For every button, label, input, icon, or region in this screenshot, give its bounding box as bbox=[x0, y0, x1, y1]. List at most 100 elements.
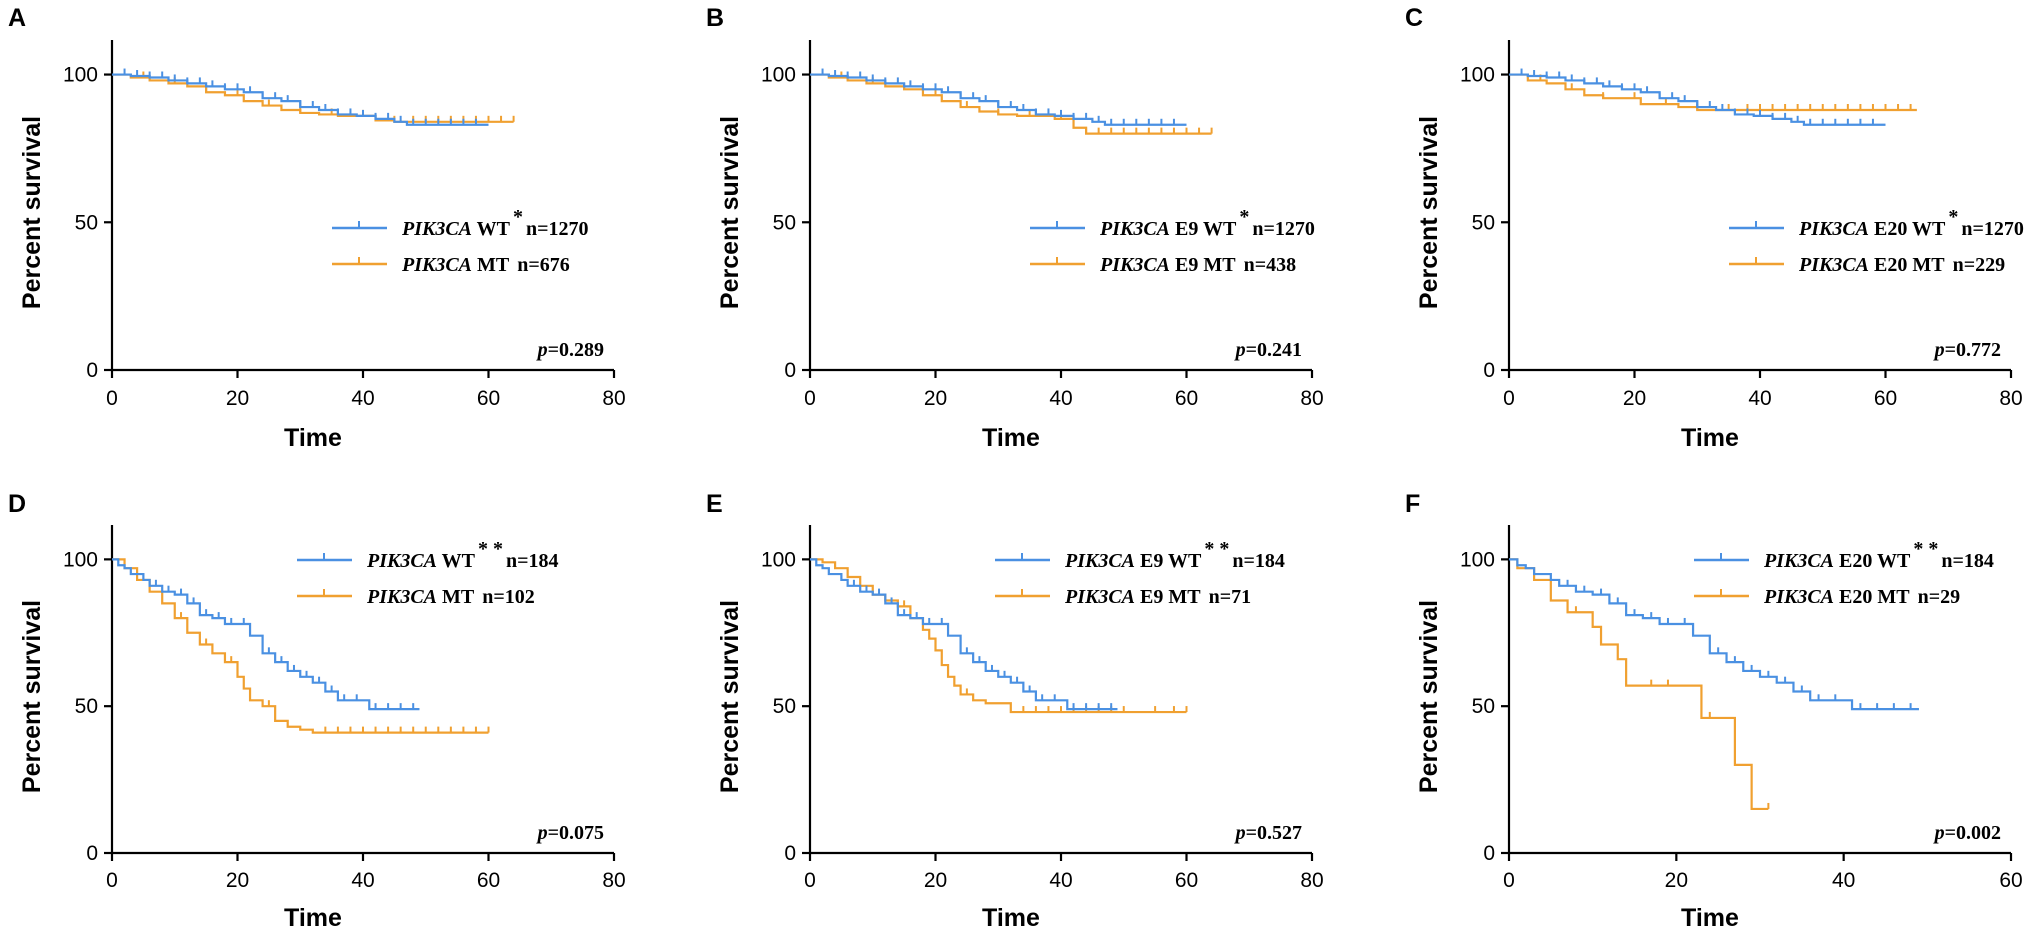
legend-gene: PIK3CA bbox=[1798, 218, 1869, 240]
y-tick-label: 100 bbox=[761, 64, 796, 87]
legend-label-mt: PIK3CA E9 MT n=71 bbox=[1064, 586, 1251, 608]
legend-group: MT bbox=[472, 254, 510, 276]
y-tick-label: 0 bbox=[86, 842, 98, 865]
legend-star: * * bbox=[478, 538, 503, 560]
legend-label-wt: PIK3CA E9 WT*n=1270 bbox=[1099, 206, 1315, 240]
legend-n: n=184 bbox=[1941, 550, 1994, 572]
legend-group: E9 MT bbox=[1135, 586, 1201, 608]
p-value-number: =0.289 bbox=[548, 339, 604, 361]
legend-label-mt: PIK3CA MT n=676 bbox=[401, 254, 570, 276]
x-tick-label: 20 bbox=[924, 869, 947, 892]
survival-curve-mt bbox=[1509, 73, 1917, 112]
x-tick-label: 60 bbox=[1175, 387, 1198, 410]
p-value-symbol: p bbox=[1234, 339, 1246, 361]
x-tick-label: 20 bbox=[1665, 869, 1688, 892]
p-value: p=0.289 bbox=[536, 339, 604, 361]
legend-n: n=1270 bbox=[526, 218, 589, 240]
series-wt bbox=[112, 558, 420, 711]
survival-curve-mt bbox=[810, 73, 1212, 135]
legend-n: n=184 bbox=[506, 550, 559, 572]
x-tick-label: 20 bbox=[924, 387, 947, 410]
legend-group: E20 WT bbox=[1834, 550, 1911, 572]
y-axis-title: Percent survival bbox=[18, 600, 46, 793]
panel-letter: A bbox=[8, 4, 26, 32]
series-mt bbox=[112, 71, 515, 123]
survival-curve-mt bbox=[112, 73, 514, 123]
panel-letter: D bbox=[8, 490, 26, 518]
legend-gene: PIK3CA bbox=[1763, 550, 1834, 572]
p-value-number: =0.527 bbox=[1246, 822, 1302, 844]
panel-E: E 0 50 100 0 20 40 60 80 Time Percent survival PIK3… bbox=[706, 490, 1324, 930]
series-mt bbox=[810, 558, 1188, 714]
legend-group: WT bbox=[437, 550, 476, 572]
y-tick-label: 50 bbox=[1472, 695, 1495, 718]
legend-star: * * bbox=[1913, 538, 1938, 560]
y-tick-label: 100 bbox=[63, 64, 98, 87]
legend-label-mt: PIK3CA E20 MT n=29 bbox=[1763, 586, 1960, 608]
legend-star: * * bbox=[1204, 538, 1229, 560]
series-wt bbox=[112, 68, 489, 126]
x-tick-label: 40 bbox=[1049, 387, 1072, 410]
x-tick-label: 60 bbox=[477, 869, 500, 892]
x-tick-label: 0 bbox=[804, 387, 816, 410]
legend-gene: PIK3CA bbox=[401, 254, 472, 276]
p-value-symbol: p bbox=[536, 339, 548, 361]
legend-star: * bbox=[1948, 206, 1958, 228]
legend-label-mt: PIK3CA MT n=102 bbox=[366, 586, 535, 608]
p-value: p=0.002 bbox=[1933, 822, 2001, 844]
y-axis-title: Percent survival bbox=[716, 600, 744, 793]
x-axis-title: Time bbox=[982, 904, 1040, 930]
panel-letter: C bbox=[1405, 4, 1423, 32]
p-value-symbol: p bbox=[1933, 339, 1945, 361]
panel-C: C 0 50 100 0 20 40 60 80 Time Percent survival PIK3… bbox=[1405, 4, 2024, 452]
x-tick-label: 40 bbox=[1832, 869, 1855, 892]
y-tick-label: 100 bbox=[1460, 548, 1495, 571]
y-axis-title: Percent survival bbox=[1415, 600, 1443, 793]
p-value: p=0.241 bbox=[1234, 339, 1302, 361]
p-value-symbol: p bbox=[1234, 822, 1246, 844]
x-tick-label: 0 bbox=[1503, 869, 1515, 892]
survival-curve-wt bbox=[1509, 558, 1919, 711]
legend-group: E20 WT bbox=[1869, 218, 1946, 240]
y-tick-label: 50 bbox=[773, 211, 796, 234]
y-axis-title: Percent survival bbox=[716, 116, 744, 309]
legend-group: E9 WT bbox=[1170, 218, 1237, 240]
legend-group: E20 MT bbox=[1869, 254, 1945, 276]
legend-label-wt: PIK3CA E9 WT* *n=184 bbox=[1064, 538, 1285, 572]
x-axis-title: Time bbox=[284, 904, 342, 930]
x-tick-label: 80 bbox=[602, 387, 625, 410]
panel-A: A 0 50 100 0 20 40 60 80 Time Percent survival PIK3… bbox=[8, 4, 626, 452]
legend-star: * bbox=[513, 206, 523, 228]
y-tick-label: 100 bbox=[63, 548, 98, 571]
legend-n: n=438 bbox=[1244, 254, 1297, 276]
y-axis-title: Percent survival bbox=[1415, 116, 1443, 309]
y-tick-label: 0 bbox=[784, 359, 796, 382]
p-value: p=0.772 bbox=[1933, 339, 2001, 361]
x-tick-label: 60 bbox=[1175, 869, 1198, 892]
series-mt bbox=[1509, 558, 1770, 811]
legend-label-wt: PIK3CA E20 WT* *n=184 bbox=[1763, 538, 1994, 572]
series-wt bbox=[810, 558, 1118, 711]
x-tick-label: 20 bbox=[1623, 387, 1646, 410]
legend-n: n=102 bbox=[482, 586, 535, 608]
legend-gene: PIK3CA bbox=[1064, 550, 1135, 572]
x-tick-label: 80 bbox=[602, 869, 625, 892]
legend-gene: PIK3CA bbox=[1099, 254, 1170, 276]
x-axis-title: Time bbox=[284, 424, 342, 452]
x-tick-label: 0 bbox=[106, 387, 118, 410]
legend-group: E9 MT bbox=[1170, 254, 1236, 276]
legend-n: n=29 bbox=[1918, 586, 1961, 608]
y-tick-label: 50 bbox=[773, 695, 796, 718]
legend-label-mt: PIK3CA E20 MT n=229 bbox=[1798, 254, 2005, 276]
legend-label-wt: PIK3CA E20 WT*n=1270 bbox=[1798, 206, 2024, 240]
panel-D: D 0 50 100 0 20 40 60 80 Time Percent survival PIK3… bbox=[8, 490, 626, 930]
y-tick-label: 0 bbox=[1483, 842, 1495, 865]
x-axis-title: Time bbox=[1681, 424, 1739, 452]
legend-star: * bbox=[1239, 206, 1249, 228]
p-value-symbol: p bbox=[536, 822, 548, 844]
panel-F: F 0 50 100 0 20 40 60 Time Percent survival PIK3CA… bbox=[1405, 490, 2023, 930]
survival-curve-mt bbox=[112, 558, 489, 734]
legend-gene: PIK3CA bbox=[1064, 586, 1135, 608]
p-value: p=0.075 bbox=[536, 822, 604, 844]
